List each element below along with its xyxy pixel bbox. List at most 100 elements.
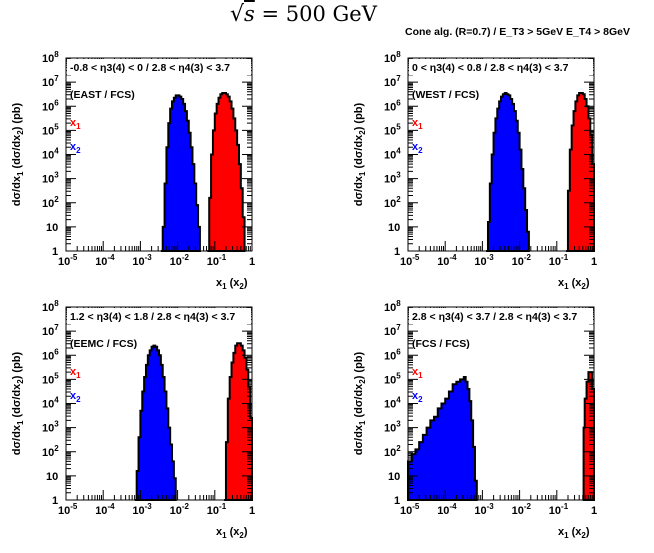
y-tick-label: 10: [388, 471, 400, 483]
panel-detector-label: (WEST / FCS): [412, 89, 479, 101]
y-tick-label: 105: [42, 122, 59, 137]
y-tick-label: 10: [46, 222, 58, 234]
x-axis-label: x1 (x2): [558, 526, 590, 540]
x-axis-label: x1 (x2): [216, 526, 248, 540]
x-tick-label: 10-1: [207, 502, 227, 517]
x-tick-label: 10-5: [58, 253, 78, 268]
x-tick-label: 10-3: [474, 502, 494, 517]
x-tick-label: 10-2: [170, 253, 190, 268]
chart-panel-1: 10-5 10-4 10-3 10-2 10-1 1 1 10 102 103 104 105 106 1…: [11, 50, 255, 291]
panel-title: 0 < η3(4) < 0.8 / 2.8 < η4(3) < 3.7: [412, 62, 569, 74]
x-tick-label: 10-2: [170, 502, 190, 517]
x-tick-label: 10-4: [437, 502, 457, 517]
chart-panel-2: 10-5 10-4 10-3 10-2 10-1 1 1 10 102 103 104 105 106 1…: [353, 50, 597, 291]
legend-x2: x2: [412, 390, 423, 404]
panel-detector-label: (EEMC / FCS): [70, 338, 137, 350]
title-box: [409, 59, 593, 75]
y-tick-label: 102: [384, 444, 401, 459]
title-box: [67, 308, 251, 324]
histogram-x1: [224, 342, 253, 501]
legend-x1: x1: [412, 366, 423, 380]
panel-detector-label: (FCS / FCS): [412, 338, 470, 350]
x-tick-label: 10-3: [132, 253, 152, 268]
y-tick-label: 103: [384, 171, 401, 186]
x-axis-label: x1 (x2): [558, 277, 590, 291]
x-axis-label: x1 (x2): [216, 277, 248, 291]
histogram-x2: [407, 375, 478, 501]
histogram-x1: [207, 91, 246, 252]
legend-x1: x1: [70, 117, 81, 131]
chart-panel-3: 10-5 10-4 10-3 10-2 10-1 1 1 10 102 103 104 105 106 1…: [11, 299, 255, 540]
x-tick-label: 10-2: [512, 253, 532, 268]
panel-title: 2.8 < η3(4) < 3.7 / 2.8 < η4(3) < 3.7: [412, 311, 577, 323]
y-tick-label: 107: [384, 323, 401, 338]
y-tick-label: 103: [42, 420, 59, 435]
x-tick-label: 10-5: [400, 253, 420, 268]
x-tick-label: 10-3: [474, 253, 494, 268]
y-tick-label: 104: [384, 396, 401, 411]
x-tick-label: 10-1: [549, 253, 569, 268]
y-tick-label: 1: [394, 495, 400, 507]
y-tick-label: 105: [384, 371, 401, 386]
legend-x2: x2: [70, 141, 81, 155]
legend-x2: x2: [70, 390, 81, 404]
y-tick-label: 104: [42, 147, 59, 162]
title-box: [67, 59, 251, 75]
legend-x2: x2: [412, 141, 423, 155]
y-tick-label: 104: [384, 147, 401, 162]
histogram-x2: [160, 94, 201, 252]
y-tick-label: 102: [384, 195, 401, 210]
y-axis-label: dσ/dx1 (dσ/dx2) (pb): [353, 351, 367, 455]
y-tick-label: 102: [42, 195, 59, 210]
x-tick-label: 10-5: [58, 502, 78, 517]
x-tick-label: 10-1: [549, 502, 569, 517]
panel-title: 1.2 < η3(4) < 1.8 / 2.8 < η4(3) < 3.7: [70, 311, 235, 323]
y-axis-label: dσ/dx1 (dσ/dx2) (pb): [11, 102, 25, 206]
legend-x1: x1: [412, 117, 423, 131]
x-tick-label: 10-3: [132, 502, 152, 517]
y-tick-label: 106: [384, 98, 401, 113]
histogram-x2: [486, 91, 530, 252]
y-tick-label: 106: [384, 347, 401, 362]
algorithm-subtitle: Cone alg. (R=0.7) / E_T3 > 5GeV E_T4 > 8…: [405, 26, 630, 38]
y-tick-label: 108: [384, 50, 401, 65]
y-tick-label: 102: [42, 444, 59, 459]
x-tick-label: 10-2: [512, 502, 532, 517]
histogram-x1: [566, 91, 595, 252]
x-tick-label: 1: [591, 256, 597, 268]
histogram-x2: [134, 344, 177, 501]
y-tick-label: 10: [46, 471, 58, 483]
y-tick-label: 107: [42, 74, 59, 89]
legend-x1: x1: [70, 366, 81, 380]
center-of-mass-energy-title: √s = 500 GeV: [230, 2, 377, 27]
y-tick-label: 108: [42, 299, 59, 314]
y-tick-label: 103: [384, 420, 401, 435]
x-tick-label: 1: [249, 256, 255, 268]
x-tick-label: 10-4: [95, 253, 115, 268]
y-tick-label: 1: [52, 246, 58, 258]
x-tick-label: 10-1: [207, 253, 227, 268]
y-axis-label: dσ/dx1 (dσ/dx2) (pb): [353, 102, 367, 206]
panel-title: -0.8 < η3(4) < 0 / 2.8 < η4(3) < 3.7: [70, 62, 230, 74]
chart-panel-4: 10-5 10-4 10-3 10-2 10-1 1 1 10 102 103 104 105 106 1…: [353, 299, 597, 540]
x-tick-label: 10-4: [95, 502, 115, 517]
y-tick-label: 108: [384, 299, 401, 314]
y-tick-label: 105: [42, 371, 59, 386]
panel-detector-label: (EAST / FCS): [70, 89, 135, 101]
y-tick-label: 108: [42, 50, 59, 65]
y-tick-label: 106: [42, 98, 59, 113]
x-tick-label: 1: [591, 505, 597, 517]
y-tick-label: 104: [42, 396, 59, 411]
y-tick-label: 1: [394, 246, 400, 258]
x-tick-label: 10-5: [400, 502, 420, 517]
y-axis-label: dσ/dx1 (dσ/dx2) (pb): [11, 351, 25, 455]
y-tick-label: 107: [384, 74, 401, 89]
y-tick-label: 1: [52, 495, 58, 507]
y-tick-label: 106: [42, 347, 59, 362]
y-tick-label: 103: [42, 171, 59, 186]
y-tick-label: 10: [388, 222, 400, 234]
y-tick-label: 107: [42, 323, 59, 338]
x-tick-label: 10-4: [437, 253, 457, 268]
title-box: [409, 308, 593, 324]
